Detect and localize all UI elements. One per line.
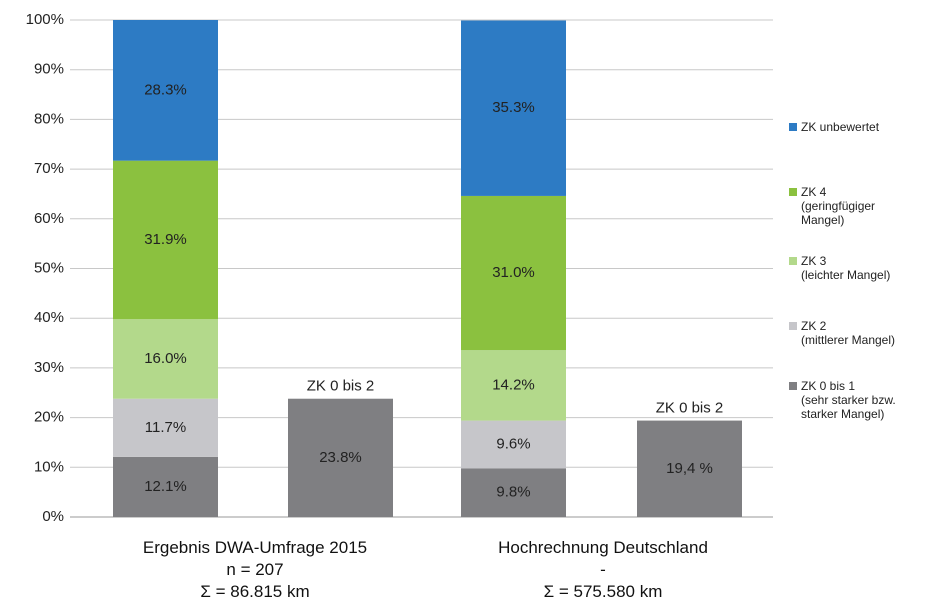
- legend-swatch: [789, 257, 797, 265]
- legend-label: ZK unbewertet: [801, 120, 880, 134]
- legend-label: ZK 0 bis 1 (sehr starker bzw. starker Ma…: [801, 379, 896, 421]
- bar-segment: [461, 20, 566, 196]
- value-label: 35.3%: [492, 99, 535, 116]
- value-label: 19,4 %: [666, 460, 713, 477]
- bar-segment: [113, 160, 218, 320]
- value-label: 31.0%: [492, 264, 535, 281]
- summary-bar: [637, 420, 742, 517]
- bar-segment: [113, 398, 218, 457]
- legend-item: ZK 0 bis 1 (sehr starker bzw. starker Ma…: [789, 379, 896, 421]
- summary-bar: [288, 398, 393, 517]
- category-line: Σ = 575.580 km: [543, 582, 663, 601]
- legend-item: ZK 4 (geringfügiger Mangel): [789, 185, 875, 227]
- legend-swatch: [789, 322, 797, 330]
- y-tick-label: 50%: [34, 259, 64, 276]
- bar-segment: [113, 20, 218, 161]
- value-label: 31.9%: [144, 231, 187, 248]
- legend-item: ZK 3 (leichter Mangel): [789, 254, 890, 282]
- y-tick-label: 60%: [34, 210, 64, 227]
- legend-item: ZK unbewertet: [789, 120, 879, 134]
- value-label: 9.6%: [496, 435, 530, 452]
- value-label: 14.2%: [492, 376, 535, 393]
- bar-segment: [461, 195, 566, 351]
- category-line: Σ = 86.815 km: [200, 582, 310, 601]
- legend-swatch: [789, 188, 797, 196]
- legend-label: ZK 2 (mittlerer Mangel): [801, 319, 896, 347]
- bar-segment: [113, 456, 218, 517]
- y-tick-label: 20%: [34, 409, 64, 426]
- value-label: 23.8%: [319, 449, 362, 466]
- category-label: Hochrechnung Deutschland - Σ = 575.580 km: [433, 537, 773, 603]
- summary-label: ZK 0 bis 2: [656, 400, 724, 417]
- legend-label: ZK 4 (geringfügiger Mangel): [801, 185, 876, 227]
- y-tick-label: 100%: [26, 11, 64, 28]
- y-tick-label: 30%: [34, 359, 64, 376]
- legend-item: ZK 2 (mittlerer Mangel): [789, 319, 895, 347]
- bar-segment: [461, 468, 566, 517]
- legend-label: ZK 3 (leichter Mangel): [801, 254, 891, 282]
- value-label: 12.1%: [144, 478, 187, 495]
- y-tick-label: 70%: [34, 160, 64, 177]
- category-label: Ergebnis DWA-Umfrage 2015 n = 207 Σ = 86.8…: [85, 537, 425, 603]
- category-line: n = 207: [226, 560, 284, 579]
- value-label: 9.8%: [496, 484, 530, 501]
- category-line: Ergebnis DWA-Umfrage 2015: [142, 538, 368, 557]
- bar-segment: [461, 350, 566, 421]
- value-label: 28.3%: [144, 81, 187, 98]
- legend-swatch: [789, 382, 797, 390]
- y-tick-label: 10%: [34, 458, 64, 475]
- y-tick-label: 90%: [34, 61, 64, 78]
- value-label: 11.7%: [145, 419, 186, 436]
- value-label: 16.0%: [144, 350, 187, 367]
- bar-segment: [461, 420, 566, 469]
- summary-label: ZK 0 bis 2: [307, 378, 375, 395]
- bar-segment: [113, 319, 218, 399]
- legend-swatch: [789, 123, 797, 131]
- y-tick-label: 0%: [42, 508, 64, 525]
- y-tick-label: 40%: [34, 309, 64, 326]
- category-line: Hochrechnung Deutschland: [498, 538, 708, 557]
- y-tick-label: 80%: [34, 110, 64, 127]
- category-line: -: [600, 560, 606, 579]
